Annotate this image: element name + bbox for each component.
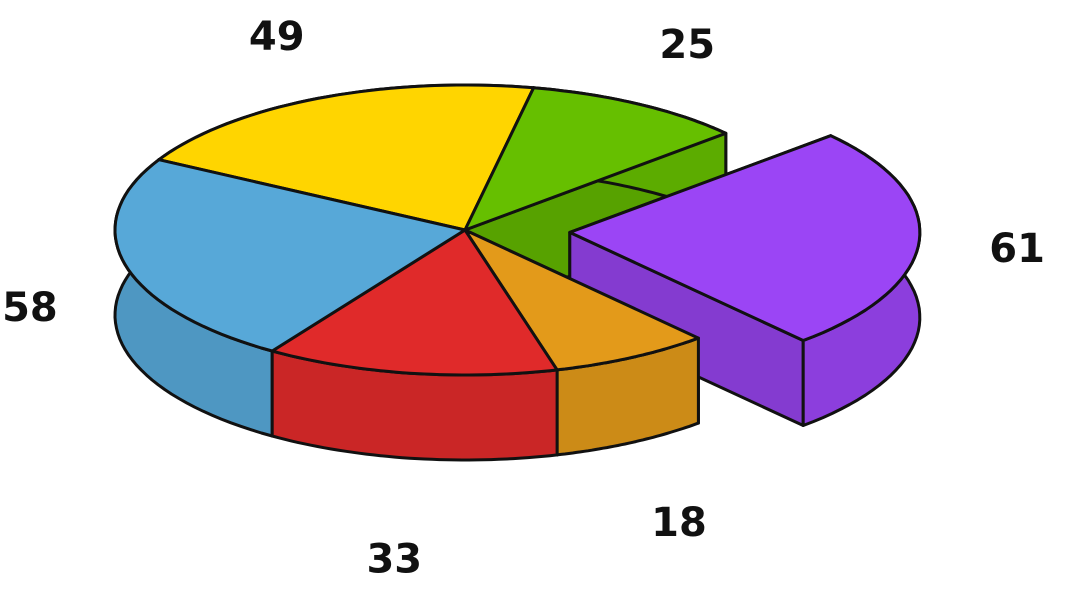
value-label: 33 bbox=[366, 536, 422, 582]
value-label: 49 bbox=[249, 14, 305, 60]
slice-top bbox=[568, 134, 922, 342]
slice-top bbox=[463, 86, 728, 232]
value-label: 58 bbox=[2, 285, 58, 331]
slice-top bbox=[463, 228, 700, 372]
slice-top bbox=[113, 158, 467, 353]
slice-top bbox=[270, 228, 559, 377]
value-label: 18 bbox=[651, 500, 707, 546]
slice-top bbox=[157, 83, 536, 232]
value-label: 61 bbox=[989, 226, 1045, 272]
value-label: 25 bbox=[659, 22, 715, 68]
